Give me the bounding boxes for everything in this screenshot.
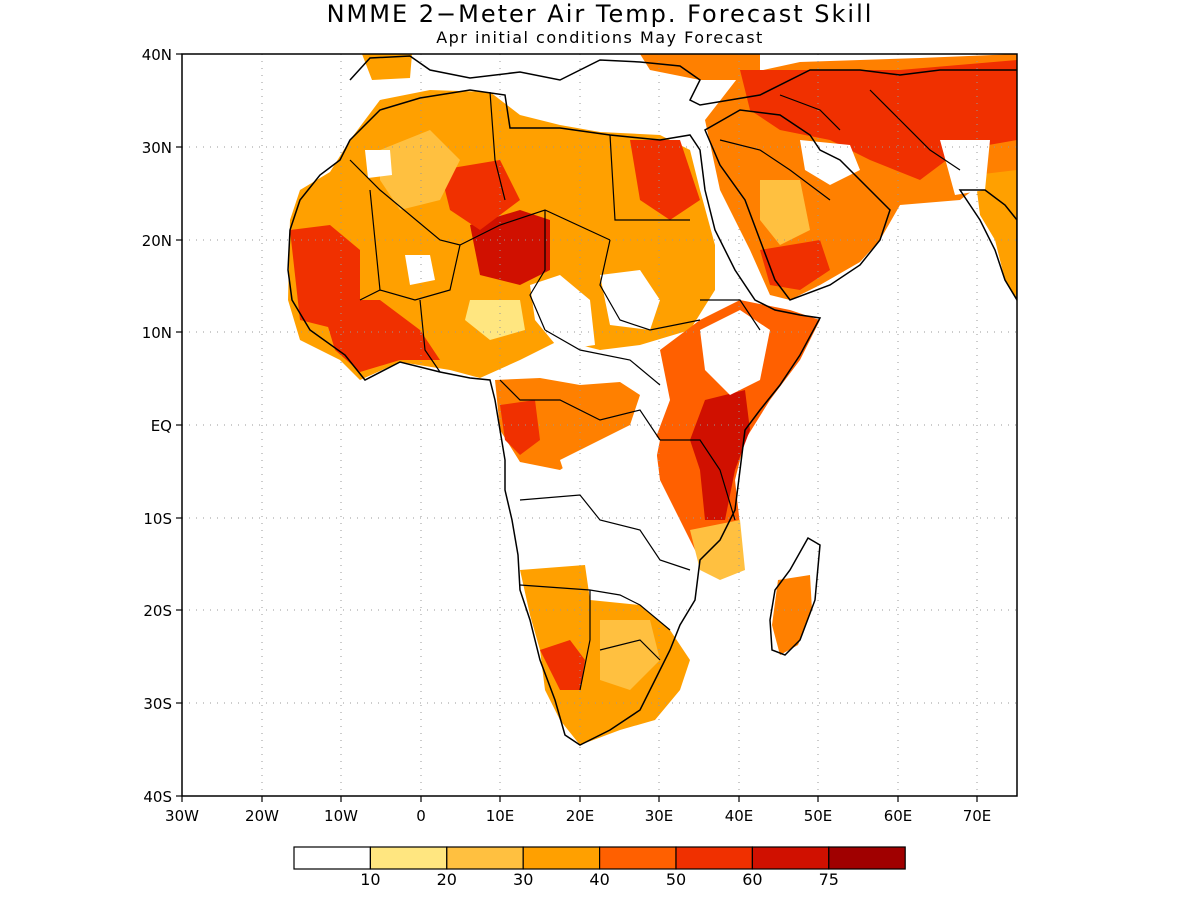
lon-label-50e: 50E (804, 807, 833, 825)
colorbar-label: 10 (360, 870, 380, 889)
shade-dark-4 (440, 160, 520, 230)
lat-label-30s: 30S (143, 695, 172, 713)
lat-label-30n: 30N (142, 139, 172, 157)
lon-label-40e: 40E (725, 807, 754, 825)
lon-label-10e: 10E (486, 807, 515, 825)
shade-light-1 (380, 130, 460, 210)
shade-white-4 (700, 310, 770, 395)
shade-dark-5 (630, 140, 700, 220)
tick-marks (176, 53, 978, 802)
shade-spain (362, 54, 412, 80)
shade-dark-3 (470, 210, 550, 285)
europe-coastline (349, 55, 1017, 106)
colorbar-label: 30 (513, 870, 533, 889)
arabia-coastline (704, 109, 891, 301)
india-coastline (958, 189, 1017, 302)
lon-label-20w: 20W (245, 807, 279, 825)
colorbar-label: 40 (589, 870, 609, 889)
shade-white-6 (365, 150, 392, 178)
colorbar-box (598, 846, 677, 870)
shade-north-med (640, 54, 760, 80)
shade-dark-10 (540, 640, 585, 690)
colorbar-box (369, 846, 448, 870)
lon-label-20e: 20E (566, 807, 595, 825)
lat-label-10n: 10N (142, 324, 172, 342)
shade-dark-8 (690, 390, 750, 520)
shade-india (975, 170, 1017, 300)
shade-white-1 (405, 255, 435, 285)
shade-mozambique (690, 520, 745, 580)
madagascar-coastline (769, 536, 821, 656)
colorbar-box (751, 846, 830, 870)
colorbar-box (293, 846, 372, 870)
africa-coastline (287, 89, 822, 746)
shade-light-2 (760, 180, 810, 245)
lon-label-0: 0 (416, 807, 426, 825)
shade-light-3 (465, 300, 525, 340)
colorbar-box (522, 846, 601, 870)
lat-label-20n: 20N (142, 232, 172, 250)
shade-dark-7 (760, 240, 830, 290)
lat-label-40n: 40N (142, 46, 172, 64)
colorbar-box (828, 846, 906, 870)
colorbar-box (675, 846, 754, 870)
lon-label-30w: 30W (165, 807, 199, 825)
lon-label-10w: 10W (324, 807, 358, 825)
lat-label-eq: EQ (151, 417, 172, 435)
shade-light-4 (600, 620, 660, 690)
shade-white-3 (600, 270, 660, 330)
shade-white-7 (940, 140, 990, 195)
colorbar-label: 50 (666, 870, 686, 889)
shade-white-5 (560, 420, 660, 500)
shade-dark-2 (320, 300, 440, 372)
lon-label-30e: 30E (645, 807, 674, 825)
lat-label-10s: 10S (143, 510, 172, 528)
graticule (182, 54, 1017, 796)
colorbar-box (446, 846, 524, 870)
lat-label-20s: 20S (143, 602, 172, 620)
map-subtitle: Apr initial conditions May Forecast (436, 28, 764, 47)
country-borders (349, 89, 961, 691)
colorbar-label: 20 (437, 870, 457, 889)
skill-shading (288, 54, 1017, 745)
shade-white-8 (800, 140, 860, 185)
lon-label-70e: 70E (963, 807, 992, 825)
colorbar-label: 75 (819, 870, 839, 889)
colorbar-label: 60 (742, 870, 762, 889)
map-title: NMME 2−Meter Air Temp. Forecast Skill (326, 0, 874, 28)
colorbar: 10 20 30 40 50 60 75 (293, 846, 906, 889)
lon-label-60e: 60E (884, 807, 913, 825)
lat-label-40s: 40S (143, 788, 172, 806)
coastlines (287, 55, 1017, 746)
shade-dark-9 (500, 400, 540, 455)
